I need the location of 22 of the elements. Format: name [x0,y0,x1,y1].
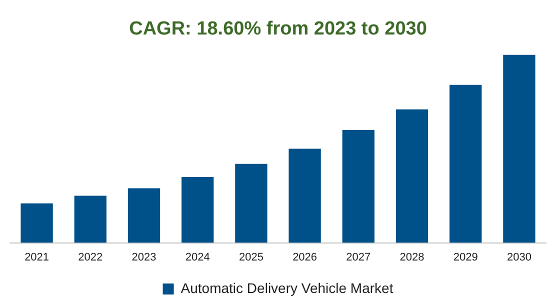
x-tick-label: 2029 [453,251,478,264]
bar [20,203,53,243]
bar [235,164,268,243]
bar [396,109,428,243]
x-tick-label: 2026 [292,251,318,264]
x-tick-label: 2022 [78,251,103,264]
bar [450,84,482,243]
x-tick-label: 2028 [400,251,424,264]
x-tick-label: 2027 [346,251,371,264]
x-tick-label: 2030 [506,251,532,264]
x-tick-label: 2023 [132,251,156,264]
bar [182,177,214,243]
x-tick-label: 2025 [238,251,264,264]
bar [503,54,536,243]
legend-label: Automatic Delivery Vehicle Market [180,280,394,296]
x-tick-label: 2021 [24,251,50,264]
bar [74,196,106,243]
bar [128,188,160,243]
bar [342,130,374,243]
x-tick-label: 2024 [185,251,210,264]
chart-title: CAGR: 18.60% from 2023 to 2030 [129,18,427,40]
bar [288,148,321,243]
